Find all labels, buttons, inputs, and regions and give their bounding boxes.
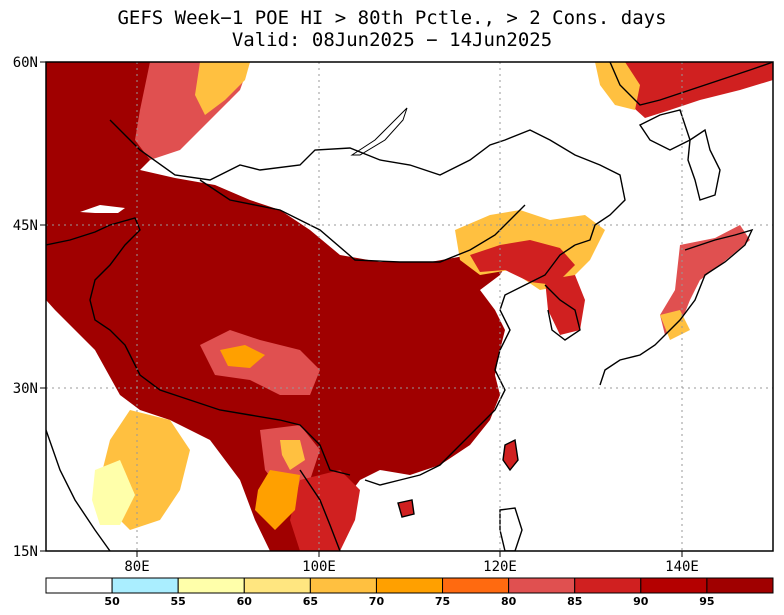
india-coast <box>46 429 111 551</box>
colorbar-swatch <box>442 577 510 594</box>
colorbar-swatch <box>375 577 444 594</box>
region-north-rim-light <box>195 62 250 115</box>
map-title-line1: GEFS Week−1 POE HI > 80th Pctle., > 2 Co… <box>117 7 667 29</box>
lat-label-15n: 15N <box>13 544 38 560</box>
colorbar-label: 55 <box>171 595 186 608</box>
graticule <box>46 62 773 551</box>
colorbar-swatch <box>508 577 576 594</box>
lat-label-30n: 30N <box>13 381 38 397</box>
region-west-central <box>46 62 510 551</box>
china-north-border <box>109 119 626 246</box>
probability-field <box>46 62 773 551</box>
russia-east-coast <box>609 62 773 106</box>
colorbar-swatch <box>640 577 708 594</box>
lon-label-100e: 100E <box>302 559 336 575</box>
region-india-light <box>92 460 135 525</box>
region-tibet-light <box>200 330 320 395</box>
lon-label-80e: 80E <box>124 559 149 575</box>
region-japan <box>660 225 750 335</box>
colorbar-swatch <box>243 577 311 594</box>
colorbar-label: 90 <box>633 595 649 608</box>
colorbar-swatch <box>309 577 377 594</box>
colorbar-label: 75 <box>435 595 450 608</box>
lake-baikal <box>350 107 408 156</box>
colorbar-label: 80 <box>501 595 517 608</box>
region-northeast-red <box>470 240 575 285</box>
china-west-border <box>46 217 351 476</box>
lat-label-45n: 45N <box>13 218 38 234</box>
colorbar-label: 65 <box>303 595 318 608</box>
map-frame <box>45 61 774 552</box>
region-indochina-mid <box>255 470 300 530</box>
region-hainan <box>398 500 414 517</box>
hainan-coast <box>397 499 415 518</box>
colorbar-label: 70 <box>369 595 385 608</box>
korea-coast <box>544 284 581 341</box>
taiwan-coast <box>502 438 519 472</box>
region-yunnan-light2 <box>280 440 305 470</box>
colorbar-swatch <box>45 577 113 594</box>
region-indochina <box>290 470 360 551</box>
colorbar-label: 95 <box>699 595 714 608</box>
colorbar-swatch <box>706 577 774 594</box>
japan-coast <box>599 228 754 386</box>
lat-label-60n: 60N <box>13 55 38 71</box>
axis-ticks <box>40 61 683 557</box>
colorbar-swatch <box>177 577 245 594</box>
colorbar: 50 55 60 65 70 75 80 85 90 95 <box>45 577 774 608</box>
colorbar-label: 85 <box>567 595 582 608</box>
region-tibet-light2 <box>220 345 265 368</box>
colorbar-label: 50 <box>104 595 120 608</box>
map-title-line2: Valid: 08Jun2025 − 14Jun2025 <box>231 29 553 51</box>
region-taiwan <box>503 440 518 470</box>
colorbar-swatch <box>111 577 179 594</box>
lake-balkhash <box>80 205 125 213</box>
region-korea <box>545 275 585 335</box>
sakhalin-coast <box>638 109 691 151</box>
colorbar-swatch <box>574 577 642 594</box>
colorbar-label: 60 <box>237 595 253 608</box>
lon-label-120e: 120E <box>483 559 517 575</box>
indochina-coast <box>299 469 341 551</box>
lon-label-140e: 140E <box>665 559 699 575</box>
hokkaido-coast <box>687 128 721 201</box>
region-far-northeast-light <box>595 62 640 110</box>
